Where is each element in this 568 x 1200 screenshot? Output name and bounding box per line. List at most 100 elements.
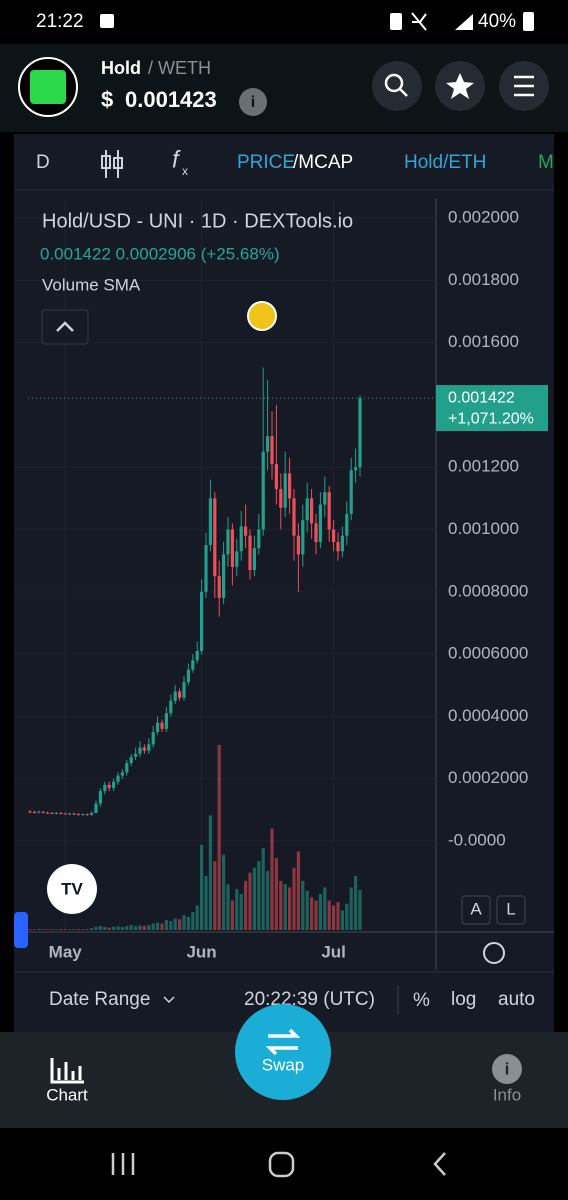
info-tab[interactable]: Info bbox=[493, 1085, 521, 1104]
volume-bar bbox=[323, 887, 327, 930]
volume-bar bbox=[336, 902, 340, 930]
search-button[interactable] bbox=[372, 61, 422, 111]
mcap-toggle[interactable]: /MCAP bbox=[293, 152, 353, 173]
volume-bar bbox=[37, 929, 41, 930]
currency-sign: $ bbox=[101, 87, 113, 112]
volume-bar bbox=[182, 915, 186, 930]
volume-bar bbox=[28, 929, 32, 930]
volume-bar bbox=[41, 929, 45, 930]
swap-label: Swap bbox=[262, 1055, 305, 1074]
home-button[interactable] bbox=[268, 1151, 295, 1178]
candle-body bbox=[50, 812, 54, 814]
candle-body bbox=[138, 747, 142, 754]
back-button[interactable] bbox=[433, 1152, 446, 1176]
event-marker[interactable] bbox=[247, 301, 277, 331]
volume-bar bbox=[129, 925, 133, 930]
auto-toggle[interactable]: auto bbox=[498, 989, 535, 1010]
volume-bar bbox=[257, 861, 261, 930]
volume-bar bbox=[156, 922, 160, 930]
swap-button[interactable] bbox=[235, 1004, 331, 1100]
volume-bar bbox=[340, 910, 344, 930]
log-scale-button[interactable] bbox=[496, 895, 526, 925]
date-range-button[interactable]: Date Range bbox=[49, 989, 150, 1010]
volume-bar bbox=[151, 923, 155, 930]
token-price: 0.001423 bbox=[125, 87, 217, 112]
interval-button[interactable]: D bbox=[36, 152, 50, 173]
volume-bar bbox=[354, 875, 358, 930]
volume-bar bbox=[270, 828, 274, 930]
recents-button[interactable] bbox=[111, 1153, 135, 1175]
volume-bar bbox=[120, 927, 124, 930]
last-price-label: 0.001422 bbox=[448, 389, 515, 406]
candle-body bbox=[200, 591, 204, 651]
candle-body bbox=[191, 660, 195, 670]
volume-bar bbox=[200, 844, 204, 930]
battery-text: 40% bbox=[478, 11, 516, 32]
dropdown-arrow bbox=[163, 996, 175, 1004]
candle-body bbox=[248, 535, 252, 570]
candle-body bbox=[169, 700, 173, 714]
chart-icon bbox=[50, 1058, 84, 1084]
candle-body bbox=[32, 811, 36, 813]
tradingview-logo bbox=[47, 864, 97, 914]
candle-body bbox=[151, 731, 155, 745]
settings-icon[interactable] bbox=[483, 942, 505, 964]
volume-bar bbox=[178, 919, 182, 930]
candle-body bbox=[63, 813, 67, 815]
volume-bar bbox=[138, 925, 142, 930]
chart-title: Hold/USD - UNI · 1D · DEXTools.io bbox=[42, 210, 353, 232]
indicator-icon-x: x bbox=[182, 164, 188, 178]
quote-toggle[interactable]: Hold/ETH bbox=[404, 152, 486, 173]
x-tick-label: Jun bbox=[186, 942, 216, 961]
price-toggle[interactable]: PRICE bbox=[237, 152, 295, 173]
log-toggle[interactable]: log bbox=[451, 989, 476, 1010]
candle-body bbox=[76, 814, 80, 816]
auto-scale-button[interactable] bbox=[461, 895, 491, 925]
search-icon bbox=[384, 73, 404, 93]
candle-body bbox=[112, 781, 116, 788]
percent-toggle[interactable]: % bbox=[413, 990, 430, 1011]
status-icon bbox=[390, 13, 402, 30]
volume-bar bbox=[252, 867, 256, 930]
candle-body bbox=[217, 576, 221, 599]
candle-body bbox=[358, 398, 362, 468]
volume-bar bbox=[327, 900, 331, 930]
volume-bar bbox=[103, 927, 107, 930]
token-logo-art bbox=[30, 70, 66, 104]
tradingview-mark: TV bbox=[61, 879, 83, 898]
status-bar bbox=[0, 0, 568, 44]
candle-icon-body bbox=[113, 157, 123, 169]
candle-body bbox=[349, 470, 353, 514]
indicator-icon[interactable]: f bbox=[172, 146, 181, 173]
candle-body bbox=[156, 722, 160, 732]
more-toggle[interactable]: M bbox=[538, 152, 554, 173]
info-glyph: i bbox=[251, 94, 255, 111]
candle-body bbox=[270, 436, 274, 465]
sidebar-handle[interactable] bbox=[14, 912, 28, 948]
candle-body bbox=[261, 451, 265, 530]
volume-bar bbox=[274, 857, 278, 930]
y-tick-label: 0.0008000 bbox=[448, 581, 528, 600]
candle-icon bbox=[105, 150, 119, 178]
volume-bar bbox=[204, 875, 208, 930]
x-tick-label: Jul bbox=[321, 942, 346, 961]
volume-bar bbox=[147, 925, 151, 930]
candle-body bbox=[59, 812, 63, 814]
volume-bar bbox=[72, 929, 76, 930]
volume-bar bbox=[164, 920, 168, 930]
volume-bar bbox=[54, 929, 58, 930]
volume-bar bbox=[301, 880, 305, 930]
volume-bar bbox=[345, 903, 349, 930]
volume-bar bbox=[160, 923, 164, 930]
volume-bar bbox=[296, 851, 300, 930]
volume-bar bbox=[349, 887, 353, 930]
chart-tab[interactable]: Chart bbox=[46, 1085, 88, 1104]
star-icon bbox=[446, 73, 474, 99]
collapse-button[interactable] bbox=[41, 309, 89, 345]
y-tick-label: 0.0006000 bbox=[448, 644, 528, 663]
info-button[interactable] bbox=[239, 88, 267, 116]
candle-body bbox=[257, 529, 261, 549]
